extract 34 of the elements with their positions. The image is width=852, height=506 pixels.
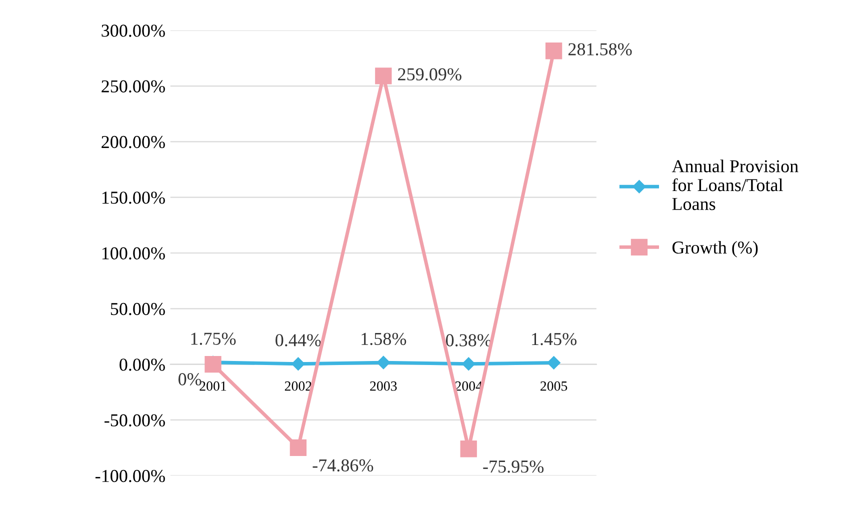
point [462, 357, 476, 370]
point [376, 356, 390, 370]
legend-label: Growth (%) [672, 240, 758, 258]
y-tick-label: 50.00% [110, 302, 165, 316]
y-tick-label: 0.00% [120, 358, 165, 371]
data-label: -74.86% [312, 459, 374, 472]
point [545, 42, 562, 60]
data-label: 0% [178, 373, 202, 386]
x-tick-label: 2001 [200, 381, 226, 391]
y-tick-label: 100.00% [102, 247, 165, 260]
data-label: 259.09% [398, 68, 462, 80]
x-tick-label: 2002 [284, 381, 312, 391]
point [460, 440, 477, 458]
y-tick-label: 200.00% [102, 136, 165, 148]
y-tick-label: -100.00% [96, 470, 165, 482]
y-tick-label: 150.00% [102, 192, 165, 204]
data-label: 0.44% [276, 334, 321, 346]
point [290, 439, 307, 456]
y-tick-label: 300.00% [102, 24, 165, 37]
x-tick-label: 2003 [370, 381, 397, 391]
data-label: -75.95% [483, 460, 544, 473]
x-tick-label: 2005 [540, 381, 568, 391]
point [292, 357, 305, 370]
y-tick-label: -50.00% [104, 414, 165, 426]
point [204, 356, 222, 373]
data-label: 1.45% [532, 332, 577, 346]
y-tick-label: 250.00% [102, 80, 165, 93]
data-label: 281.58% [568, 43, 632, 56]
legend-label: Annual Provision for Loans/Total Loans [672, 160, 798, 210]
data-label: 1.75% [191, 332, 236, 345]
data-label: 1.58% [362, 332, 406, 346]
point [375, 68, 392, 84]
point [547, 356, 560, 370]
data-label: 0.38% [446, 334, 492, 346]
